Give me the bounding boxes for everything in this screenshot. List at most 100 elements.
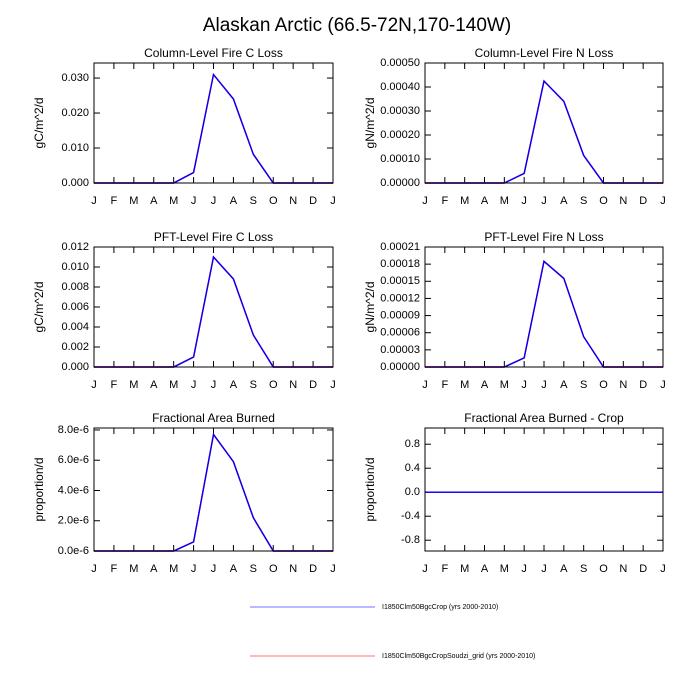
x-tick-label: A [560, 195, 568, 207]
x-tick-label: J [541, 195, 547, 207]
y-tick-label: 2.0e-6 [58, 515, 89, 527]
x-tick-label: M [129, 563, 138, 575]
x-tick-label: J [211, 563, 217, 575]
x-tick-label: S [580, 195, 587, 207]
y-tick-label: 0.00010 [380, 153, 420, 165]
y-tick-label: 0.00015 [380, 275, 420, 287]
x-tick-label: F [111, 195, 118, 207]
x-tick-label: O [269, 379, 278, 391]
x-tick-label: M [129, 195, 138, 207]
plot-frame [424, 246, 664, 368]
y-axis-label: gC/m^2/d [32, 98, 46, 149]
y-tick-label: 0.00050 [380, 57, 420, 69]
x-tick-label: J [521, 563, 527, 575]
x-tick-label: J [211, 379, 217, 391]
plot-frame [93, 427, 334, 552]
x-tick-label: S [250, 195, 257, 207]
subplot-title: Fractional Area Burned - Crop [464, 411, 624, 425]
x-tick-label: O [599, 195, 608, 207]
x-tick-label: J [211, 195, 217, 207]
subplot-title: Fractional Area Burned [152, 411, 275, 425]
series-line [425, 79, 663, 184]
x-tick-label: N [619, 379, 627, 391]
y-tick-label: 0.030 [61, 72, 89, 84]
x-tick-label: D [309, 379, 317, 391]
subplot-title: PFT-Level Fire C Loss [154, 230, 273, 244]
y-tick-label: 0.00012 [380, 292, 420, 304]
y-tick-label: -0.8 [401, 534, 420, 546]
x-tick-label: N [289, 379, 297, 391]
y-tick-label: 0.010 [61, 142, 89, 154]
x-tick-label: S [250, 379, 257, 391]
y-tick-label: 0.8 [405, 438, 420, 450]
x-tick-label: J [91, 379, 97, 391]
y-tick-label: 8.0e-6 [58, 424, 89, 436]
x-tick-label: M [460, 379, 469, 391]
plot-frame [424, 427, 664, 552]
x-tick-label: A [230, 379, 238, 391]
plot-frame [93, 62, 334, 184]
x-tick-label: D [309, 563, 317, 575]
x-tick-label: A [230, 195, 238, 207]
y-tick-label: 0.00020 [380, 129, 420, 141]
x-tick-label: J [660, 195, 666, 207]
x-tick-label: A [481, 563, 489, 575]
x-tick-label: M [500, 563, 509, 575]
x-tick-label: O [599, 379, 608, 391]
x-tick-label: J [660, 379, 666, 391]
x-tick-label: M [500, 379, 509, 391]
y-tick-label: 0.0e-6 [58, 545, 89, 557]
x-tick-label: N [289, 195, 297, 207]
y-tick-label: 0.000 [61, 177, 89, 189]
y-tick-label: 0.0 [405, 486, 420, 498]
y-tick-label: 0.000 [61, 361, 89, 373]
subplot-title: Column-Level Fire C Loss [144, 46, 283, 60]
y-tick-label: 0.008 [61, 281, 89, 293]
x-tick-label: J [422, 563, 428, 575]
y-tick-label: 0.00003 [380, 344, 420, 356]
x-tick-label: O [269, 195, 278, 207]
subplot-title: Column-Level Fire N Loss [475, 46, 614, 60]
series-line [94, 255, 333, 368]
x-tick-label: J [91, 563, 97, 575]
x-tick-label: A [560, 563, 568, 575]
x-tick-label: A [230, 563, 238, 575]
series-line [94, 72, 333, 184]
y-tick-label: -0.4 [401, 510, 420, 522]
y-axis-label: proportion/d [32, 457, 46, 521]
series-line [425, 259, 663, 368]
x-tick-label: A [150, 563, 158, 575]
y-tick-label: 0.00000 [380, 361, 420, 373]
x-tick-label: A [150, 379, 158, 391]
y-tick-label: 6.0e-6 [58, 454, 89, 466]
y-axis-label: gC/m^2/d [32, 282, 46, 333]
y-axis-label: gN/m^2/d [363, 98, 377, 149]
x-tick-label: M [460, 195, 469, 207]
y-tick-label: 0.00030 [380, 105, 420, 117]
x-tick-label: D [639, 563, 647, 575]
x-tick-label: J [191, 195, 197, 207]
x-tick-label: D [639, 379, 647, 391]
x-tick-label: F [111, 563, 118, 575]
y-tick-label: 0.010 [61, 261, 89, 273]
y-tick-label: 0.00000 [380, 177, 420, 189]
x-tick-label: M [169, 563, 178, 575]
x-tick-label: A [150, 195, 158, 207]
y-tick-label: 4.0e-6 [58, 484, 89, 496]
x-tick-label: M [129, 379, 138, 391]
legend-label: I1850Clm50BgcCropSoudzi_grid (yrs 2000-2… [382, 653, 535, 660]
x-tick-label: J [191, 379, 197, 391]
x-tick-label: J [521, 379, 527, 391]
x-tick-label: J [660, 563, 666, 575]
x-tick-label: A [481, 195, 489, 207]
x-tick-label: F [441, 379, 448, 391]
y-tick-label: 0.4 [405, 462, 420, 474]
y-axis-label: proportion/d [363, 457, 377, 521]
y-tick-label: 0.002 [61, 341, 89, 353]
x-tick-label: M [500, 195, 509, 207]
x-tick-label: S [580, 563, 587, 575]
x-tick-label: J [330, 379, 336, 391]
x-tick-label: J [422, 379, 428, 391]
x-tick-label: D [639, 195, 647, 207]
